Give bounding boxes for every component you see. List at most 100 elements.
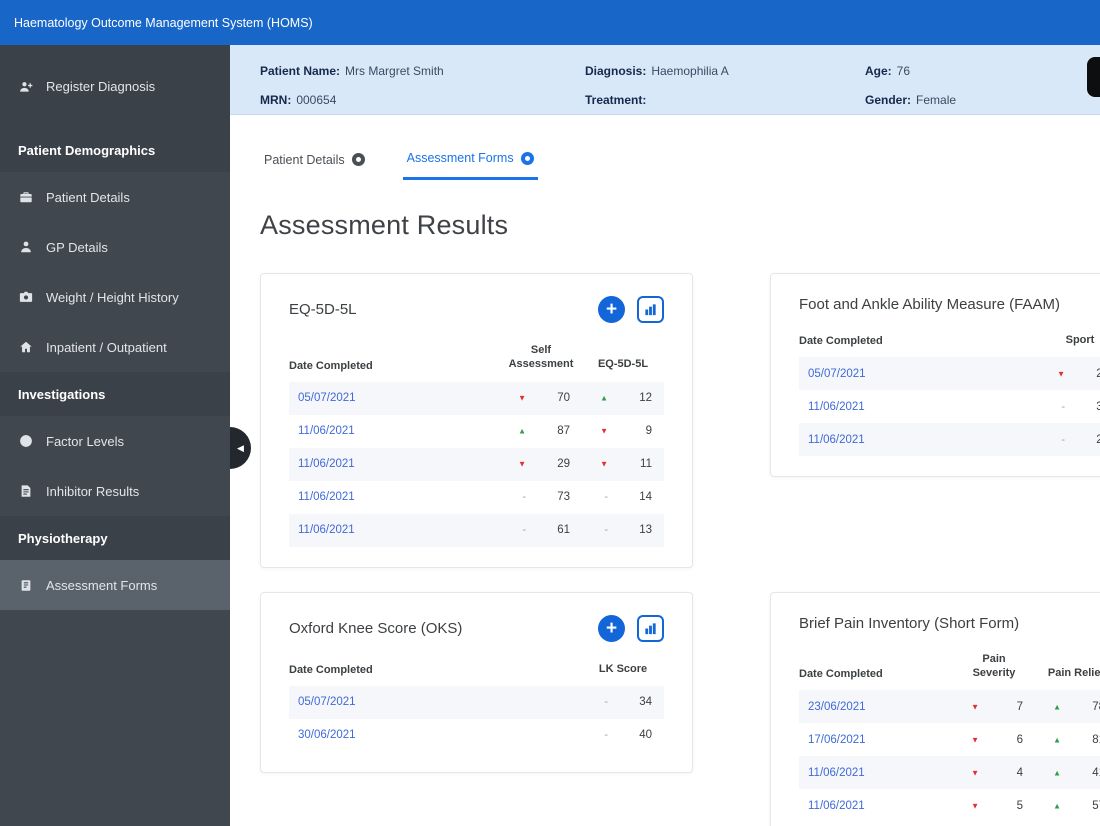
trend-down-icon: ▼ — [971, 702, 979, 712]
sidebar-item-label: GP Details — [46, 239, 108, 255]
score-value: 13 — [639, 524, 652, 537]
score-value: 29 — [557, 458, 570, 471]
sidebar-item-weight-height-history[interactable]: Weight / Height History — [0, 272, 230, 322]
add-assessment-button[interactable]: + — [598, 296, 625, 323]
date-link[interactable]: 11/06/2021 — [298, 458, 355, 471]
trend-down-icon: ▼ — [971, 768, 979, 778]
score-value: 4 — [1016, 766, 1023, 779]
sidebar-collapse-handle[interactable]: ◀ — [230, 427, 251, 469]
trend-down-icon: ▼ — [971, 801, 979, 811]
tab-patient-details[interactable]: Patient Details — [260, 151, 369, 180]
trend-down-icon: ▼ — [518, 393, 526, 403]
score-value: 41 — [1092, 766, 1100, 779]
sidebar-item-label: Patient Details — [46, 189, 130, 205]
assessment-cards: EQ-5D-5L + Date Completed Self Assessment EQ… — [260, 273, 1100, 826]
trend-down-icon: ▼ — [600, 426, 608, 436]
field-label: Patient Name: — [260, 64, 341, 79]
sidebar-item-label: Factor Levels — [46, 433, 125, 449]
card-title: Oxford Knee Score (OKS) — [289, 619, 463, 637]
score-value: 32 — [1096, 400, 1100, 413]
score-value: 70 — [557, 392, 570, 405]
score-value: 78 — [1092, 700, 1100, 713]
assessment-row: 05/07/2021 ▼ 24 — [799, 357, 1100, 391]
sidebar-item-label: Assessment Forms — [46, 577, 158, 593]
date-link[interactable]: 17/06/2021 — [808, 733, 866, 746]
date-link[interactable]: 11/06/2021 — [808, 400, 865, 413]
date-link[interactable]: 23/06/2021 — [808, 700, 866, 713]
app-title: Haematology Outcome Management System (H… — [14, 15, 313, 30]
no-change-dash: - — [1061, 433, 1065, 446]
sidebar-item-inpatient-outpatient[interactable]: Inpatient / Outpatient — [0, 322, 230, 372]
no-change-dash: - — [604, 491, 608, 504]
clipboard-icon — [18, 578, 33, 593]
date-link[interactable]: 30/06/2021 — [298, 729, 356, 742]
score-value: 27 — [1096, 433, 1100, 446]
chart-view-button[interactable] — [637, 296, 664, 323]
no-change-dash: - — [1061, 400, 1065, 413]
score-value: 81 — [1092, 733, 1100, 746]
date-link[interactable]: 11/06/2021 — [808, 799, 865, 812]
score-value: 61 — [557, 524, 570, 537]
bar-chart-icon — [643, 302, 658, 317]
trend-down-icon: ▼ — [1057, 369, 1065, 379]
score-value: 7 — [1016, 700, 1023, 713]
no-change-dash: - — [522, 491, 526, 504]
person-add-icon — [18, 79, 33, 94]
truncated-action-button[interactable] — [1087, 57, 1100, 97]
score-value: 24 — [1096, 367, 1100, 380]
document-icon — [18, 484, 33, 499]
sidebar-item-patient-details[interactable]: Patient Details — [0, 172, 230, 222]
trend-up-icon: ▲ — [600, 393, 608, 403]
assessment-row: 11/06/2021 - 32 — [799, 390, 1100, 423]
assessment-row: 11/06/2021 ▲ 87 ▼ 9 — [289, 415, 664, 448]
card-title: Foot and Ankle Ability Measure (FAAM) — [799, 296, 1060, 313]
assessment-row: 11/06/2021 ▼ 5 ▲ 57 — [799, 789, 1100, 822]
card-header: Foot and Ankle Ability Measure (FAAM) — [799, 296, 1100, 313]
date-link[interactable]: 05/07/2021 — [298, 392, 356, 405]
no-change-dash: - — [604, 696, 608, 709]
column-header-sport: Sport — [1065, 334, 1095, 346]
add-assessment-button[interactable]: + — [598, 614, 625, 642]
sidebar: Register Diagnosis Patient Demographics Pa… — [0, 45, 230, 826]
date-link[interactable]: 11/06/2021 — [298, 491, 355, 504]
card-header: EQ-5D-5L + — [289, 296, 664, 323]
score-value: 9 — [645, 425, 652, 438]
sidebar-item-factor-levels[interactable]: Factor Levels — [0, 416, 230, 466]
date-link[interactable]: 05/07/2021 — [808, 367, 866, 380]
sidebar-item-inhibitor-results[interactable]: Inhibitor Results — [0, 466, 230, 516]
score-value: 73 — [557, 491, 570, 504]
patient-field-treatment: Treatment: — [585, 93, 865, 107]
card-title: Brief Pain Inventory (Short Form) — [799, 614, 1020, 632]
sidebar-item-register-diagnosis[interactable]: Register Diagnosis — [0, 45, 230, 128]
column-header-eq-5d-5l: EQ-5D-5L — [597, 358, 649, 371]
date-link[interactable]: 11/06/2021 — [808, 766, 865, 779]
trend-down-icon: ▼ — [518, 459, 526, 469]
sidebar-item-gp-details[interactable]: GP Details — [0, 222, 230, 272]
column-header-lk-score: LK Score — [598, 662, 648, 675]
sidebar-section-patient-demographics: Patient Demographics — [0, 128, 230, 172]
score-value: 57 — [1092, 799, 1100, 812]
column-header-self-assessment: Self Assessment — [508, 344, 574, 371]
tab-label: Patient Details — [264, 152, 345, 167]
trend-up-icon: ▲ — [518, 426, 526, 436]
date-link[interactable]: 05/07/2021 — [298, 696, 356, 709]
chart-view-button[interactable] — [637, 614, 664, 642]
sidebar-item-label: Weight / Height History — [46, 289, 179, 305]
trend-up-icon: ▲ — [1053, 702, 1061, 712]
person-icon — [18, 240, 33, 255]
assessment-row: 17/06/2021 ▼ 6 ▲ 81 — [799, 723, 1100, 756]
sidebar-item-label: Inpatient / Outpatient — [46, 339, 167, 355]
date-link[interactable]: 11/06/2021 — [298, 425, 355, 438]
score-value: 40 — [639, 729, 652, 742]
card-header: Brief Pain Inventory (Short Form) — [799, 615, 1100, 632]
page-title: Assessment Results — [260, 210, 509, 240]
tab-assessment-forms[interactable]: Assessment Forms — [402, 151, 538, 180]
field-value: 000654 — [296, 92, 337, 107]
assessment-row: 23/06/2021 ▼ 7 ▲ 78 — [799, 690, 1100, 724]
sidebar-item-assessment-forms[interactable]: Assessment Forms — [0, 560, 230, 610]
date-link[interactable]: 11/06/2021 — [298, 524, 355, 537]
field-label: MRN: — [260, 92, 292, 107]
sidebar-section-investigations: Investigations — [0, 372, 230, 416]
camera-icon — [18, 290, 33, 305]
date-link[interactable]: 11/06/2021 — [808, 433, 865, 446]
